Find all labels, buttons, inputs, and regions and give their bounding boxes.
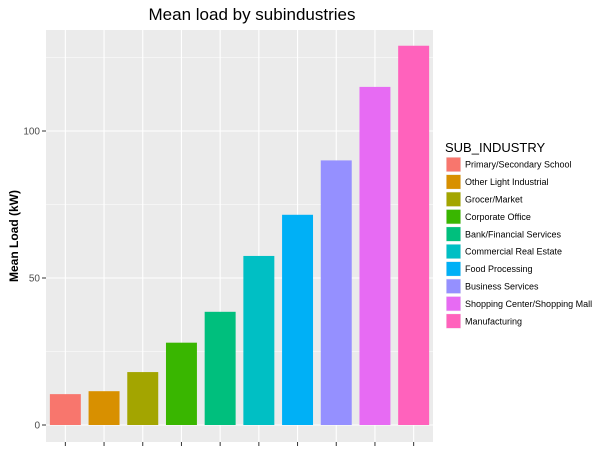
bar bbox=[398, 45, 430, 426]
legend-item: Primary/Secondary School bbox=[446, 157, 572, 172]
bar bbox=[165, 342, 197, 425]
legend-item: Bank/Financial Services bbox=[446, 226, 562, 242]
legend-label: Other Light Industrial bbox=[465, 177, 549, 187]
legend-swatch bbox=[446, 279, 461, 294]
bar bbox=[282, 214, 314, 425]
y-axis-ticks: 0 50 100 bbox=[23, 127, 415, 446]
legend-label: Bank/Financial Services bbox=[465, 229, 562, 239]
legend-label: Primary/Secondary School bbox=[465, 160, 572, 170]
legend-swatch bbox=[446, 157, 461, 172]
y-tick-label: 0 bbox=[34, 421, 40, 432]
legend-label: Corporate Office bbox=[465, 212, 531, 222]
legend-label: Grocer/Market bbox=[465, 195, 523, 205]
legend-swatch bbox=[446, 296, 461, 311]
legend-swatch bbox=[446, 314, 461, 329]
legend-swatch bbox=[446, 244, 461, 259]
legend-items: Primary/Secondary School Other Light Indu… bbox=[446, 157, 592, 329]
bar bbox=[204, 311, 236, 425]
bar bbox=[320, 160, 352, 425]
bar bbox=[88, 391, 120, 425]
bars bbox=[49, 45, 430, 426]
legend-item: Shopping Center/Shopping Mall bbox=[446, 296, 592, 312]
y-axis-title: Mean Load (kW) bbox=[7, 190, 21, 282]
bar bbox=[243, 255, 275, 425]
legend-swatch bbox=[446, 174, 461, 189]
legend-label: Shopping Center/Shopping Mall bbox=[465, 299, 592, 309]
chart-title: Mean load by subindustries bbox=[149, 5, 356, 24]
legend-title: SUB_INDUSTRY bbox=[445, 140, 546, 155]
legend-swatch bbox=[446, 209, 461, 224]
legend-label: Food Processing bbox=[465, 264, 533, 274]
legend-item: Business Services bbox=[446, 278, 539, 294]
bar bbox=[49, 394, 81, 425]
legend-swatch bbox=[446, 261, 461, 276]
legend-label: Commercial Real Estate bbox=[465, 247, 562, 257]
legend-label: Business Services bbox=[465, 282, 539, 292]
legend-item: Other Light Industrial bbox=[446, 174, 549, 190]
legend-swatch bbox=[446, 227, 461, 242]
legend-item: Commercial Real Estate bbox=[446, 244, 562, 259]
legend-item: Manufacturing bbox=[446, 313, 522, 329]
legend-item: Grocer/Market bbox=[446, 191, 523, 207]
legend-item: Food Processing bbox=[446, 261, 533, 277]
bar bbox=[359, 86, 391, 426]
bar bbox=[127, 372, 159, 425]
legend-item: Corporate Office bbox=[446, 209, 531, 225]
y-tick-label: 50 bbox=[29, 274, 41, 285]
legend-label: Manufacturing bbox=[465, 316, 522, 326]
y-tick-label: 100 bbox=[23, 127, 40, 138]
legend-swatch bbox=[446, 192, 461, 207]
legend: SUB_INDUSTRY Primary/Secondary School Oth… bbox=[445, 140, 592, 329]
